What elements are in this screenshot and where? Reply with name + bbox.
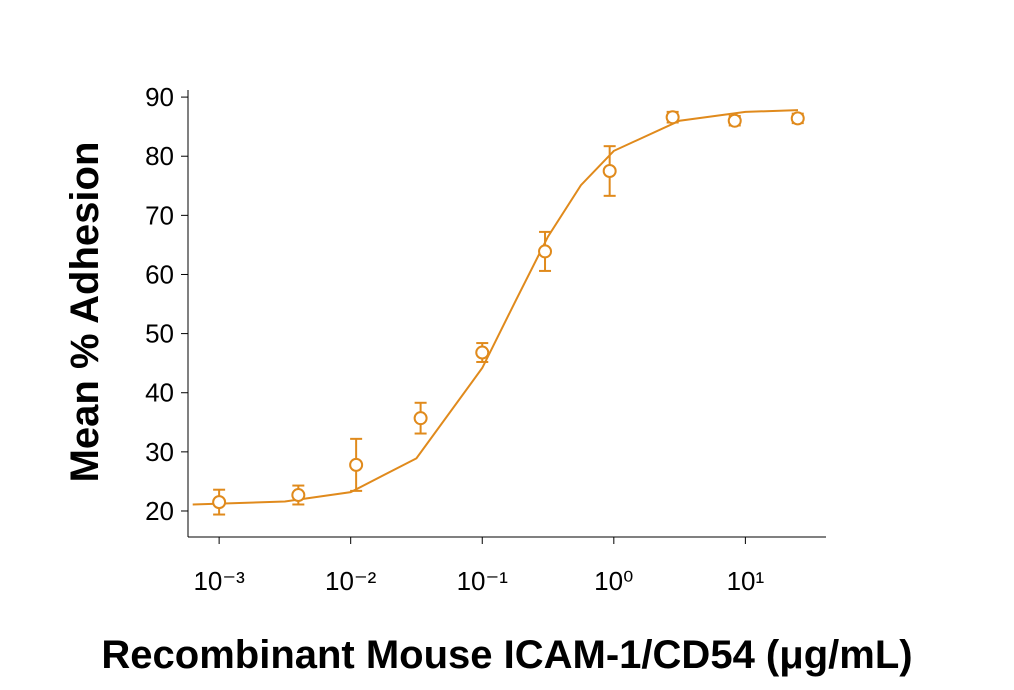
y-tick-label: 30 bbox=[145, 437, 174, 467]
x-axis-title: Recombinant Mouse ICAM-1/CD54 (μg/mL) bbox=[101, 633, 912, 677]
fit-curve bbox=[192, 109, 799, 506]
y-tick-label: 20 bbox=[145, 496, 174, 526]
data-point bbox=[475, 345, 490, 360]
data-point bbox=[349, 457, 364, 472]
y-tick-label: 50 bbox=[145, 319, 174, 349]
y-tick-label: 70 bbox=[145, 200, 174, 230]
data-point bbox=[790, 111, 805, 126]
data-point bbox=[291, 488, 306, 503]
x-tick-label: 10⁰ bbox=[594, 566, 633, 596]
y-tick-label: 60 bbox=[145, 259, 174, 289]
y-tick-label: 80 bbox=[145, 141, 174, 171]
x-tick-label: 10¹ bbox=[727, 566, 765, 596]
data-point bbox=[212, 495, 227, 510]
data-point bbox=[538, 244, 553, 259]
y-tick-label: 40 bbox=[145, 378, 174, 408]
y-tick-label: 90 bbox=[145, 82, 174, 112]
y-axis-title: Mean % Adhesion bbox=[63, 142, 107, 483]
data-point bbox=[727, 113, 742, 128]
data-point bbox=[665, 110, 680, 125]
x-tick-label: 10⁻³ bbox=[193, 566, 245, 596]
data-point bbox=[602, 164, 617, 179]
x-tick-label: 10⁻² bbox=[325, 566, 377, 596]
data-point bbox=[413, 411, 428, 426]
x-tick-label: 10⁻¹ bbox=[457, 566, 509, 596]
